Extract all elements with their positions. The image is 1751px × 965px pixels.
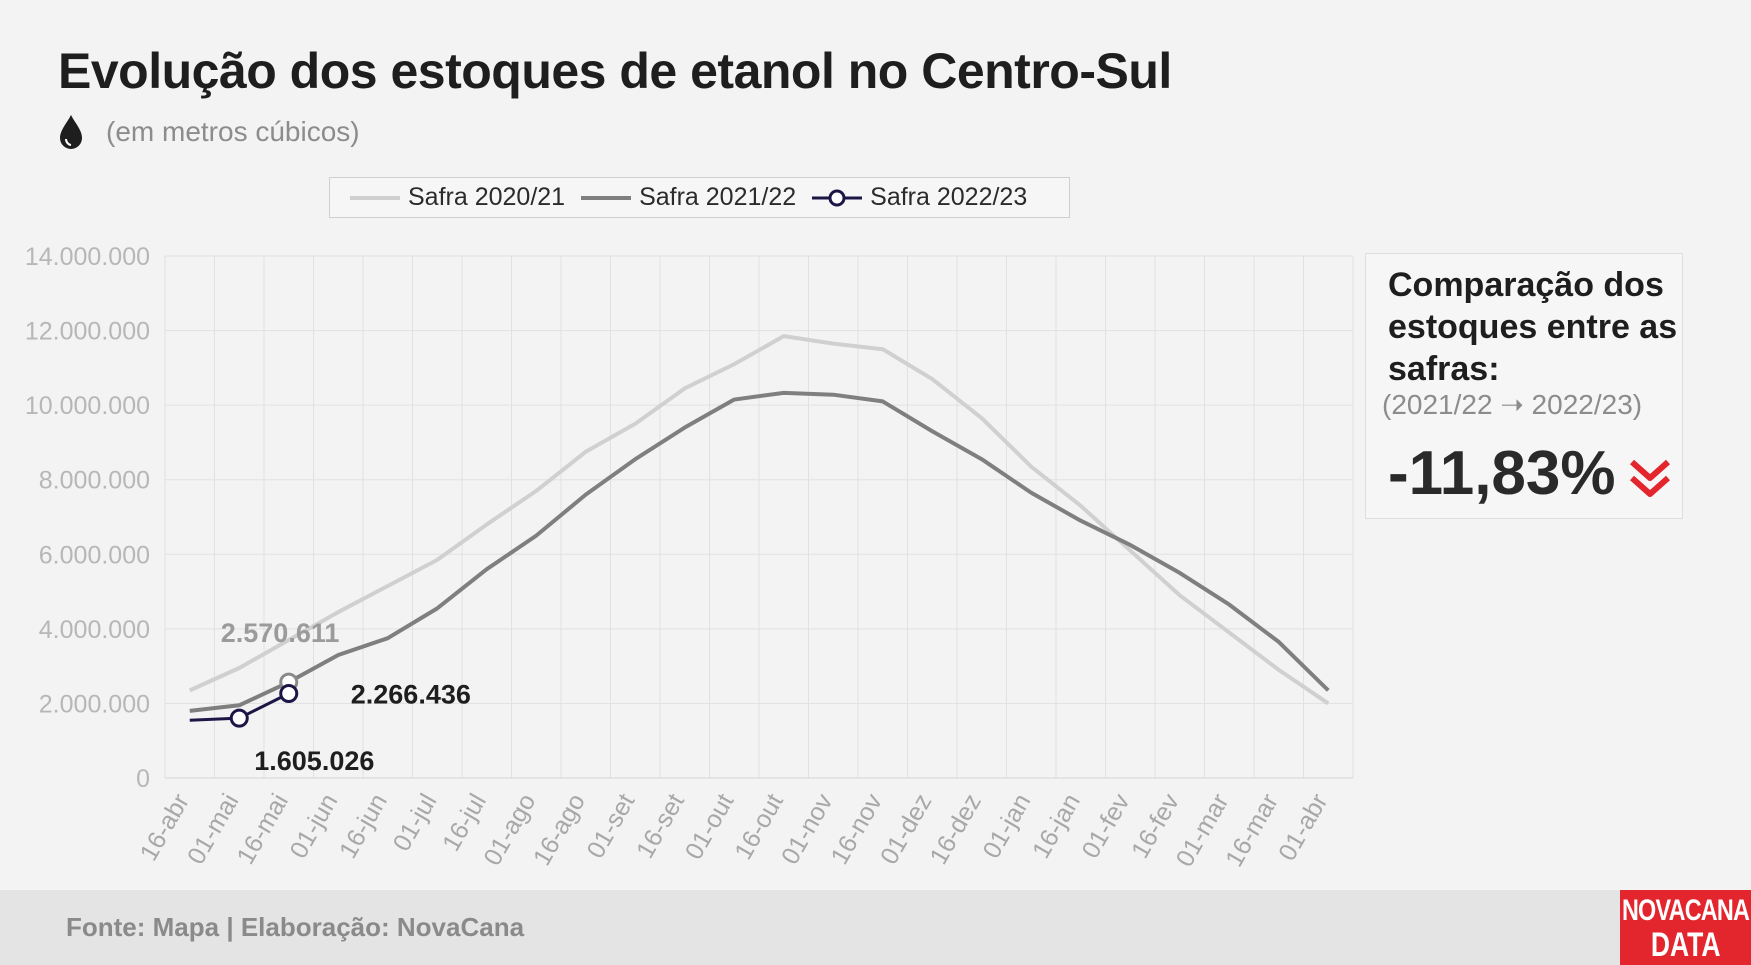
data-label: 1.605.026 xyxy=(254,746,374,776)
legend-item-2021-22: Safra 2021/22 xyxy=(579,183,796,212)
x-tick-label: 16-jun xyxy=(334,789,393,863)
source-text: Fonte: Mapa | Elaboração: NovaCana xyxy=(66,912,525,942)
x-tick-label: 01-fev xyxy=(1076,789,1135,864)
legend-item-2022-23: Safra 2022/23 xyxy=(810,183,1027,212)
chart-legend: Safra 2020/21 Safra 2021/22 Safra 2022/2… xyxy=(329,177,1070,218)
legend-label: Safra 2022/23 xyxy=(870,183,1028,211)
legend-item-2020-21: Safra 2020/21 xyxy=(348,183,565,212)
logo-text-line1: NOVACANA xyxy=(1621,893,1750,927)
y-tick-label: 14.000.000 xyxy=(25,243,150,271)
footer: Fonte: Mapa | Elaboração: NovaCana NOVAC… xyxy=(0,890,1751,965)
page-subtitle: (em metros cúbicos) xyxy=(106,116,360,147)
data-label: 2.570.611 xyxy=(221,618,340,648)
y-tick-label: 8.000.000 xyxy=(39,467,150,495)
series-line-2 xyxy=(189,390,1330,713)
x-tick-label: 16-jan xyxy=(1027,789,1086,863)
comparison-period: (2021/22 ➝ 2022/23) xyxy=(1382,389,1643,420)
comparison-value: -11,83% xyxy=(1388,439,1616,508)
comparison-title: Comparação dos estoques entre as safras: xyxy=(1388,266,1678,388)
legend-label: Safra 2021/22 xyxy=(639,183,797,211)
subtitle-row: (em metros cúbicos) xyxy=(58,112,360,152)
logo-text-line2: DATA xyxy=(1650,925,1721,964)
data-point-marker xyxy=(229,708,249,728)
series-line-1 xyxy=(188,334,1330,706)
y-tick-label: 2.000.000 xyxy=(39,690,150,718)
x-tick-label: 01-abr xyxy=(1273,789,1333,866)
comparison-box: Comparação dos estoques entre as safras:… xyxy=(1365,253,1683,519)
y-tick-label: 4.000.000 xyxy=(39,616,150,644)
y-tick-label: 12.000.000 xyxy=(25,318,150,346)
x-tick-label: 01-jul xyxy=(388,789,443,856)
y-tick-label: 10.000.000 xyxy=(25,392,150,420)
x-tick-label: 01-set xyxy=(581,789,640,863)
x-tick-label: 01-out xyxy=(680,789,740,864)
legend-line-icon xyxy=(350,195,400,200)
x-tick-label: 01-jan xyxy=(977,789,1036,863)
page-title: Evolução dos estoques de etanol no Centr… xyxy=(58,43,1172,99)
legend-line-icon xyxy=(581,195,632,200)
data-label: 2.266.436 xyxy=(351,679,471,709)
legend-line-marker-icon xyxy=(812,189,863,206)
line-chart: 0 2.000.000 4.000.000 6.000.000 8.000.000 10.… xyxy=(25,243,1354,872)
novacana-logo: NOVACANA DATA xyxy=(1620,890,1751,965)
data-point-marker xyxy=(279,683,299,703)
legend-label: Safra 2020/21 xyxy=(408,183,566,211)
drop-icon xyxy=(60,115,82,149)
y-tick-label: 6.000.000 xyxy=(39,541,150,569)
y-tick-label: 0 xyxy=(136,765,150,793)
x-tick-label: 01-jun xyxy=(284,789,343,863)
double-chevron-down-icon xyxy=(1630,459,1670,497)
